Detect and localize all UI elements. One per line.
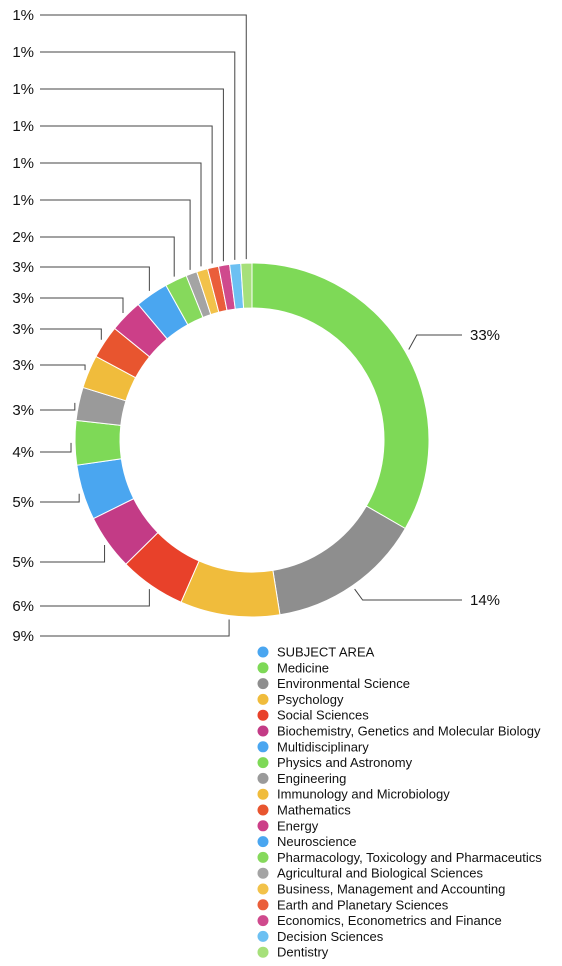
legend-entry-label: Biochemistry, Genetics and Molecular Bio… [277,724,541,739]
legend-entry-label: Neuroscience [277,834,357,849]
leader-line [408,334,462,350]
legend-swatch [257,772,269,784]
leader-line [40,297,124,314]
legend-swatch [257,820,269,832]
slice-percent-label: 1% [12,192,34,209]
legend-entry-label: Dentistry [277,945,329,960]
legend-swatch [257,662,269,674]
leader-line [40,266,150,291]
donut-slice [240,262,253,309]
leader-line [40,125,213,264]
legend-swatch [257,725,269,737]
legend-swatch [257,883,269,895]
legend-entry-label: Pharmacology, Toxicology and Pharmaceuti… [277,850,542,865]
slice-percent-label: 1% [12,81,34,98]
leader-line [40,236,175,277]
donut-slices [74,262,430,618]
slice-percent-label: 6% [12,598,34,615]
legend-swatch [257,946,269,958]
leader-line [40,493,80,503]
slice-percent-label: 3% [12,259,34,276]
leader-line [40,328,102,340]
legend-swatch [257,836,269,848]
slice-percent-label: 1% [12,7,34,24]
slice-percent-label: 3% [12,357,34,374]
donut-slice [251,262,430,530]
legend-swatch [257,867,269,879]
leader-line [40,619,230,637]
leader-line [40,442,72,453]
legend-swatch [257,930,269,942]
legend-entry-label: Medicine [277,660,329,675]
legend-entry-label: Social Sciences [277,708,369,723]
legend-swatch [257,678,269,690]
slice-percent-label: 1% [12,155,34,172]
legend-swatch [257,788,269,800]
leader-line [40,14,247,260]
legend-entry-label: Environmental Science [277,676,410,691]
slice-percent-label: 14% [470,592,500,609]
slice-percent-label: 1% [12,44,34,61]
legend-swatch [257,693,269,705]
leader-line [40,364,86,371]
slice-percent-label: 1% [12,118,34,135]
legend-entry-label: Multidisciplinary [277,739,369,754]
legend-swatch [257,899,269,911]
legend-entry-label: Psychology [277,692,344,707]
legend-entry-label: Mathematics [277,803,351,818]
legend-entry-label: Engineering [277,771,346,786]
slice-percent-label: 4% [12,444,34,461]
slice-percent-label: 9% [12,628,34,645]
legend-entry-label: Business, Management and Accounting [277,882,505,897]
legend-entry-label: Physics and Astronomy [277,755,413,770]
legend-swatch [257,915,269,927]
leader-lines [40,14,462,637]
legend-entry-label: Economics, Econometrics and Finance [277,913,502,928]
legend-swatch [257,804,269,816]
leader-line [40,51,236,260]
legend-entry-label: Decision Sciences [277,929,384,944]
leader-line [40,199,191,270]
slice-percent-label: 5% [12,554,34,571]
leader-line [354,588,462,601]
leader-line [40,88,224,262]
legend-swatch [257,646,269,658]
donut-slice [272,505,406,616]
legend-entry-label: Earth and Planetary Sciences [277,897,449,912]
slice-percent-label: 3% [12,321,34,338]
legend-entry-label: Agricultural and Biological Sciences [277,866,483,881]
slice-percent-label: 33% [470,327,500,344]
legend-entry-label: SUBJECT AREA [277,645,375,660]
legend-entry-label: Energy [277,818,319,833]
leader-line [40,162,202,267]
legend-swatch [257,741,269,753]
slice-percent-label: 3% [12,402,34,419]
slice-percent-label: 2% [12,229,34,246]
leader-line [40,589,150,607]
leader-line [40,544,106,563]
legend-swatch [257,709,269,721]
legend-swatch [257,757,269,769]
slice-percent-label: 5% [12,494,34,511]
legend-entry-label: Immunology and Microbiology [277,787,450,802]
leader-line [40,402,76,411]
donut-slice [74,419,122,466]
legend-swatch [257,851,269,863]
slice-percent-label: 3% [12,290,34,307]
percentage-labels: 33% 14% 9% 6% 5% 5% 4% 3% 3% 3% 3% 3% 2% 1% 1% 1% 1% 1% 1% [12,7,500,645]
